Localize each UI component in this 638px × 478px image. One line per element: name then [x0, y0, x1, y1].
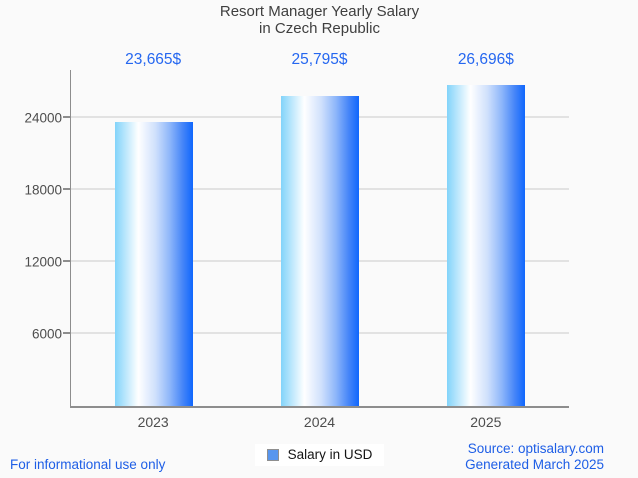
- source-link[interactable]: Source: optisalary.com: [467, 441, 604, 456]
- chart-title: Resort Manager Yearly Salary in Czech Re…: [70, 3, 569, 37]
- source-block: Source: optisalary.com Generated March 2…: [465, 441, 604, 473]
- y-tick-label: 6000: [31, 326, 62, 342]
- category-label-2023: 2023: [137, 414, 169, 430]
- generated-date: Generated March 2025: [465, 457, 604, 472]
- legend-item-salary[interactable]: Salary in USD: [254, 444, 385, 466]
- y-tick-label: 24000: [24, 110, 62, 126]
- disclaimer-text: For informational use only: [10, 457, 166, 472]
- value-label-2023: 23,665$: [125, 51, 182, 68]
- y-axis-labels: 6000 12000 18000 24000: [0, 70, 62, 406]
- x-axis-labels: 2023 2024 2025: [70, 414, 569, 432]
- plot-area: [63, 70, 569, 408]
- y-tick-mark: [63, 116, 70, 118]
- value-label-2024: 25,795$: [291, 51, 348, 68]
- y-tick-mark: [63, 188, 70, 190]
- bar-2025: [447, 85, 525, 406]
- legend: Salary in USD: [70, 444, 569, 466]
- chart-title-line1: Resort Manager Yearly Salary: [219, 3, 420, 20]
- bar-2024: [281, 96, 359, 406]
- value-label-2025: 26,696$: [457, 51, 514, 68]
- y-tick-label: 18000: [24, 182, 62, 198]
- bar-2023: [115, 121, 193, 406]
- y-tick-mark: [63, 332, 70, 334]
- legend-label: Salary in USD: [287, 447, 373, 462]
- value-labels-layer: 23,665$ 25,795$ 26,696$: [70, 51, 569, 73]
- chart-title-line2: in Czech Republic: [259, 20, 380, 37]
- y-tick-mark: [63, 260, 70, 262]
- category-label-2025: 2025: [470, 414, 502, 430]
- legend-marker-icon: [266, 448, 279, 461]
- y-tick-label: 12000: [24, 254, 62, 270]
- category-label-2024: 2024: [303, 414, 336, 430]
